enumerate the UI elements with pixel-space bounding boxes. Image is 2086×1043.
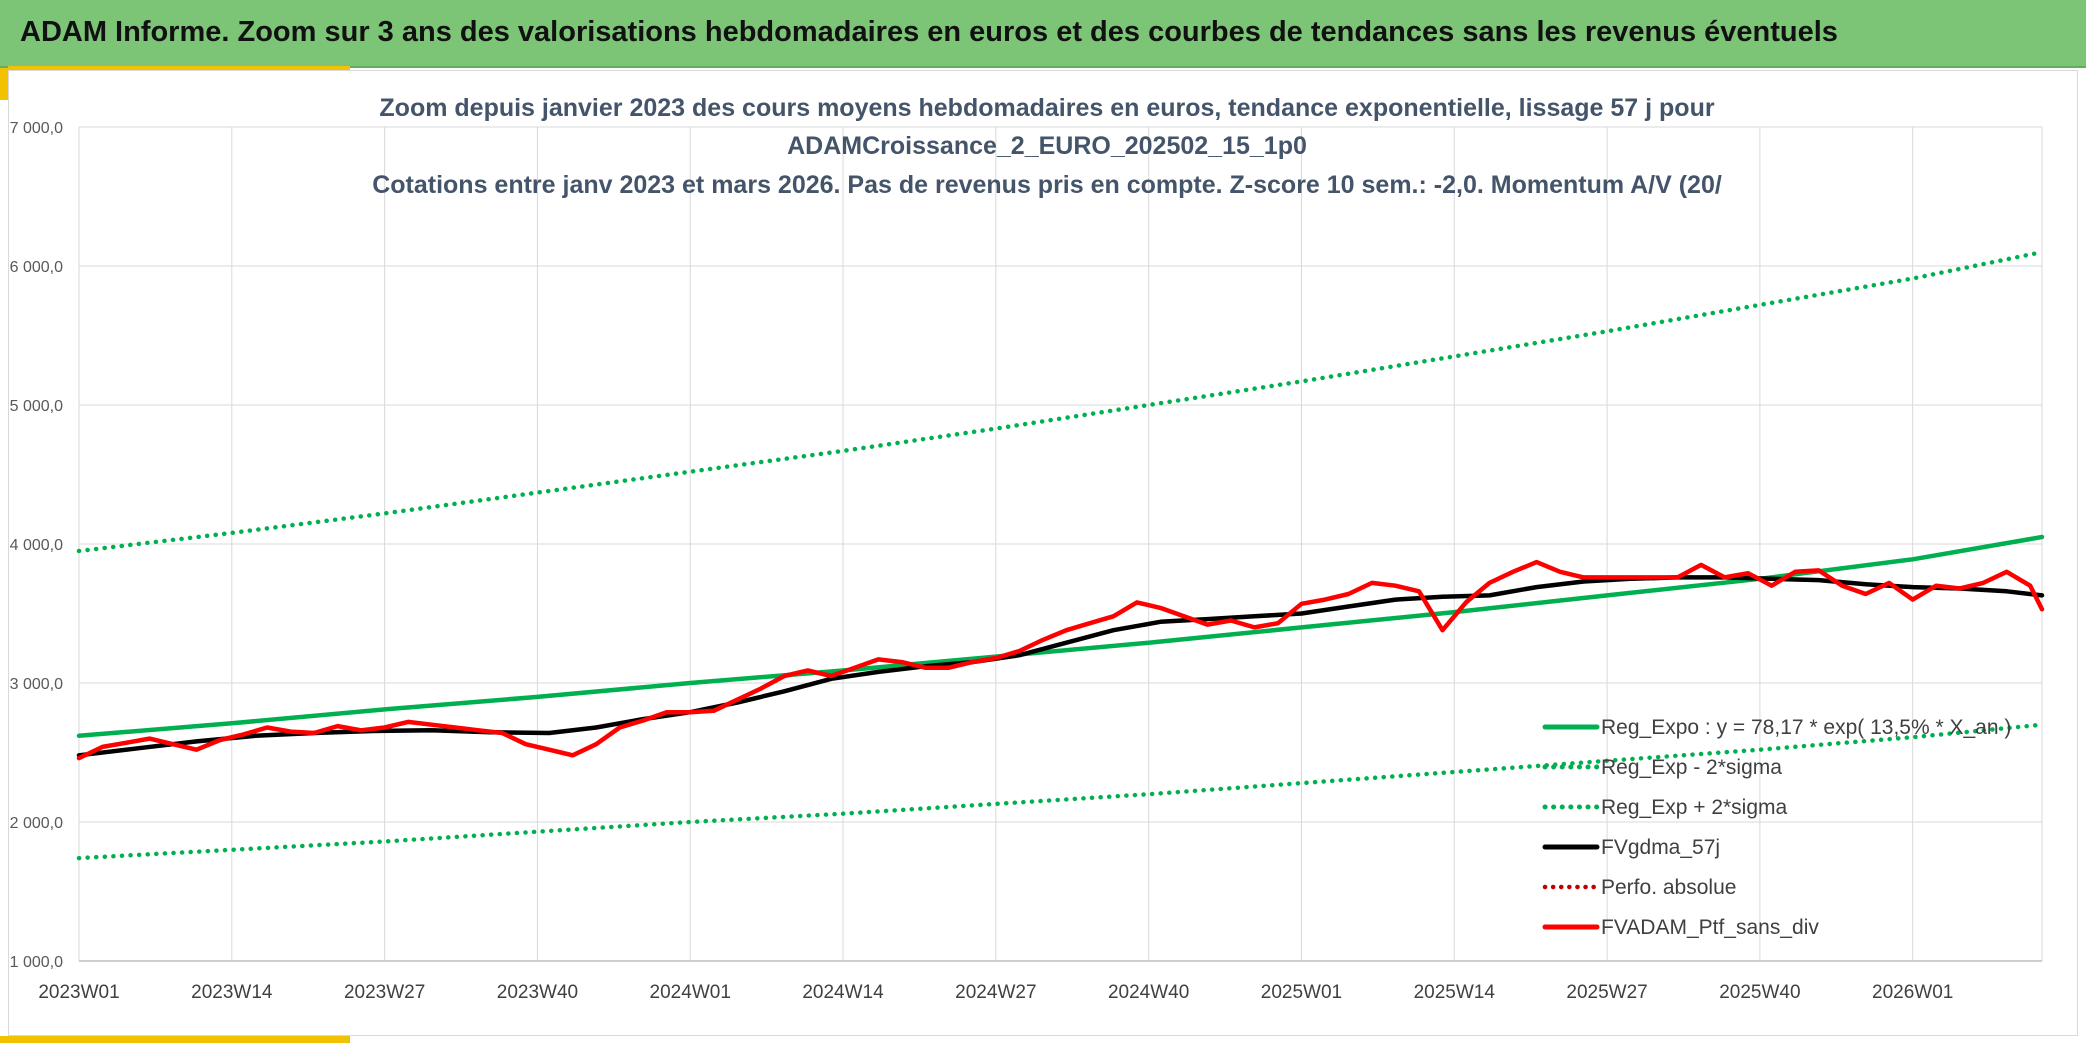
series-line-reg_minus bbox=[76, 722, 2045, 861]
accent-bar-bottom bbox=[0, 1036, 350, 1043]
legend-label: Reg_Exp - 2*sigma bbox=[1601, 756, 1782, 779]
chart-title: Zoom depuis janvier 2023 des cours moyen… bbox=[372, 94, 1722, 199]
series-line-ptf bbox=[76, 559, 2045, 761]
legend-label: Perfo. absolue bbox=[1601, 876, 1736, 899]
y-axis: 1 000,0 2 000,0 3 000,0 4 000,0 5 000,0 6 000… bbox=[10, 120, 63, 971]
x-axis: 2023W01 2023W14 2023W27 2023W40 2024W01 2024W… bbox=[38, 960, 2042, 1003]
report-banner: ADAM Informe. Zoom sur 3 ans des valoris… bbox=[0, 0, 2086, 68]
legend-label: FVADAM_Ptf_sans_div bbox=[1601, 916, 1819, 939]
x-tick-label: 2023W14 bbox=[191, 982, 273, 1003]
x-tick-label: 2024W01 bbox=[650, 982, 731, 1003]
accent-bar-top bbox=[8, 66, 350, 71]
x-tick-label: 2025W40 bbox=[1719, 982, 1800, 1003]
x-tick-label: 2025W01 bbox=[1261, 982, 1342, 1003]
x-tick-label: 2024W27 bbox=[955, 982, 1036, 1003]
legend-label: Reg_Exp + 2*sigma bbox=[1601, 796, 1788, 819]
chart-title-line: Zoom depuis janvier 2023 des cours moyen… bbox=[379, 94, 1714, 122]
y-tick-label: 2 000,0 bbox=[10, 815, 63, 832]
x-tick-label: 2024W14 bbox=[802, 982, 884, 1003]
accent-bar-left bbox=[0, 68, 8, 100]
series-lines bbox=[76, 249, 2045, 861]
chart-title-line: ADAMCroissance_2_EURO_202502_15_1p0 bbox=[787, 132, 1307, 160]
y-tick-label: 7 000,0 bbox=[10, 120, 63, 137]
y-tick-label: 4 000,0 bbox=[10, 537, 63, 554]
y-tick-label: 3 000,0 bbox=[10, 676, 63, 693]
y-tick-label: 5 000,0 bbox=[10, 398, 63, 415]
x-tick-label: 2023W40 bbox=[497, 982, 578, 1003]
legend-label: FVgdma_57j bbox=[1601, 836, 1720, 859]
legend: Reg_Expo : y = 78,17 * exp( 13,5% * X_an… bbox=[1542, 716, 2011, 939]
x-tick-label: 2023W27 bbox=[344, 982, 425, 1003]
series-line-reg_plus bbox=[76, 249, 2045, 554]
x-tick-label: 2024W40 bbox=[1108, 982, 1189, 1003]
series-line-reg_expo bbox=[76, 534, 2045, 739]
report-title: ADAM Informe. Zoom sur 3 ans des valoris… bbox=[20, 16, 1838, 48]
x-tick-label: 2025W27 bbox=[1566, 982, 1647, 1003]
legend-label: Reg_Expo : y = 78,17 * exp( 13,5% * X_an… bbox=[1601, 716, 2011, 739]
grid-lines bbox=[78, 126, 2043, 962]
chart-frame bbox=[8, 70, 2078, 1036]
x-tick-label: 2023W01 bbox=[38, 982, 119, 1003]
x-tick-label: 2025W14 bbox=[1414, 982, 1496, 1003]
x-tick-label: 2026W01 bbox=[1872, 982, 1953, 1003]
y-tick-label: 6 000,0 bbox=[10, 259, 63, 276]
series-line-fvgdma bbox=[76, 575, 2045, 758]
y-tick-label: 1 000,0 bbox=[10, 954, 63, 971]
chart-title-line: Cotations entre janv 2023 et mars 2026. … bbox=[372, 171, 1722, 199]
